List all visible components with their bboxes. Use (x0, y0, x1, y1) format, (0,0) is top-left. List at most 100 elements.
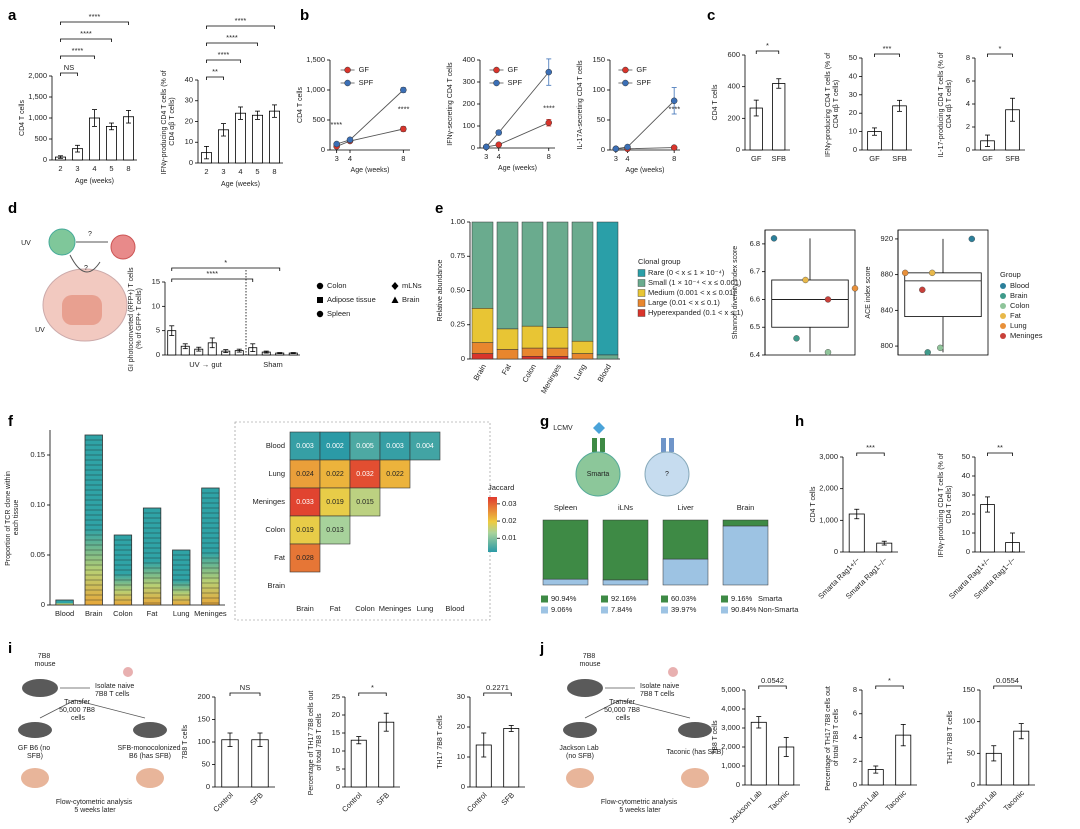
y-tick-label: 0 (189, 158, 193, 167)
mouse (22, 679, 58, 697)
legend-marker (622, 66, 629, 74)
cell-label: 0.019 (326, 499, 344, 506)
x-tick-label: 4 (497, 152, 501, 161)
x-axis-label: Age (weeks) (221, 181, 260, 188)
cell-label: 0.033 (296, 499, 314, 506)
point (495, 129, 502, 136)
bar-segment (546, 356, 569, 360)
mouse (678, 722, 712, 738)
y-axis-label: CD4 T cells (810, 486, 817, 522)
group-label: Sham (263, 360, 283, 369)
significance-label: **** (669, 104, 681, 113)
y-axis-label: IFNγ-secreting CD4 T cells (447, 62, 454, 146)
x-tick-label: 5 (109, 164, 113, 173)
panel-letter: a (8, 7, 17, 24)
legend-marker (1000, 303, 1006, 309)
y-tick-label: 2 (966, 122, 970, 131)
legend-label: Fat (1010, 311, 1022, 320)
y-tick-label: 0 (971, 780, 975, 789)
x-tick-label: Meninges (194, 609, 227, 618)
tcr (669, 438, 674, 452)
mouse (18, 722, 52, 738)
legend-marker (317, 297, 323, 303)
colorbar-title: Jaccard (488, 483, 514, 492)
significance-label: **** (72, 46, 84, 55)
bar (750, 721, 767, 786)
significance-label: **** (331, 120, 343, 129)
legend-marker (391, 282, 399, 290)
legend-marker (493, 66, 500, 74)
y-tick-label: 0 (736, 145, 740, 154)
gut (62, 295, 102, 325)
y-tick-label: 100 (197, 737, 210, 746)
illustration-label: Isolate naive 7B8 T cells (640, 683, 681, 698)
y-tick-label: 6 (966, 76, 970, 85)
bar-segment (521, 356, 544, 360)
bar-segment (571, 353, 594, 360)
plot-frame (897, 229, 989, 356)
significance-bracket (856, 452, 885, 456)
y-tick-label: 0 (471, 143, 475, 152)
tcr (661, 438, 666, 452)
bar-segment (496, 328, 519, 350)
y-axis-label: TH17 7B8 T cells (947, 710, 954, 764)
bar-segment (546, 327, 569, 349)
bar-segment (471, 221, 494, 309)
legend-label: Large (0.01 < x ≤ 0.1) (648, 298, 720, 307)
x-tick-label: 8 (126, 164, 130, 173)
y-tick-label: 15 (332, 728, 340, 737)
heatmap-cell (349, 459, 381, 489)
y-tick-label: 4 (966, 99, 970, 108)
legend-title: Group (1000, 270, 1021, 279)
row-label: Fat (274, 553, 286, 562)
legend-label: Blood (1010, 281, 1029, 290)
bar-segment (471, 353, 494, 360)
y-tick-label: 100 (962, 717, 975, 726)
y-tick-label: 50 (962, 452, 970, 461)
bar (234, 112, 246, 164)
y-tick-label: 0 (853, 145, 857, 154)
y-tick-label: 6.7 (750, 267, 760, 276)
y-tick-label: 840 (880, 305, 893, 314)
cells (123, 667, 133, 677)
bar-segment (596, 221, 619, 356)
significance-bracket (483, 692, 512, 696)
significance-bracket (206, 76, 224, 80)
significance-bracket (60, 21, 129, 25)
bar-segment (722, 525, 769, 586)
bar (106, 126, 118, 161)
bar-segment (496, 349, 519, 360)
legend-swatch (541, 595, 548, 603)
panel-letter: g (540, 413, 549, 430)
significance-bracket (987, 452, 1013, 456)
y-tick-label: 0.10 (30, 500, 45, 509)
point (802, 276, 809, 284)
x-tick-label: Fat (147, 609, 159, 618)
point (670, 97, 678, 105)
mouse (563, 722, 597, 738)
y-tick-label: 0 (736, 780, 740, 789)
cell-label: 0.015 (356, 499, 374, 506)
heatmap-cell (289, 515, 321, 545)
cell-other (644, 451, 690, 497)
x-tick-label: 3 (221, 167, 225, 176)
y-tick-label: 20 (457, 722, 465, 731)
y-tick-label: 0 (966, 145, 970, 154)
bar (848, 513, 865, 553)
significance-bracket (755, 50, 780, 54)
y-tick-label: 5 (156, 326, 160, 335)
y-tick-label: 4,000 (721, 704, 740, 713)
significance-label: * (888, 676, 891, 685)
bar-segment (496, 221, 519, 330)
y-axis-label: IL-17-producing CD4 T cells (% of CD4 αβ… (938, 50, 953, 157)
x-tick-label: Spleen (554, 503, 577, 512)
x-tick-label: 4 (625, 154, 629, 163)
cell-label: 0.013 (326, 527, 344, 534)
y-tick-label: 0 (601, 145, 605, 154)
x-tick-label: 3 (614, 154, 618, 163)
legend-label: Hyperexpanded (0.1 < x ≤ 1) (648, 308, 744, 317)
y-tick-label: 300 (462, 77, 475, 86)
legend-marker (344, 79, 351, 87)
y-tick-label: 400 (727, 82, 740, 91)
legend-label: Colon (1010, 301, 1030, 310)
